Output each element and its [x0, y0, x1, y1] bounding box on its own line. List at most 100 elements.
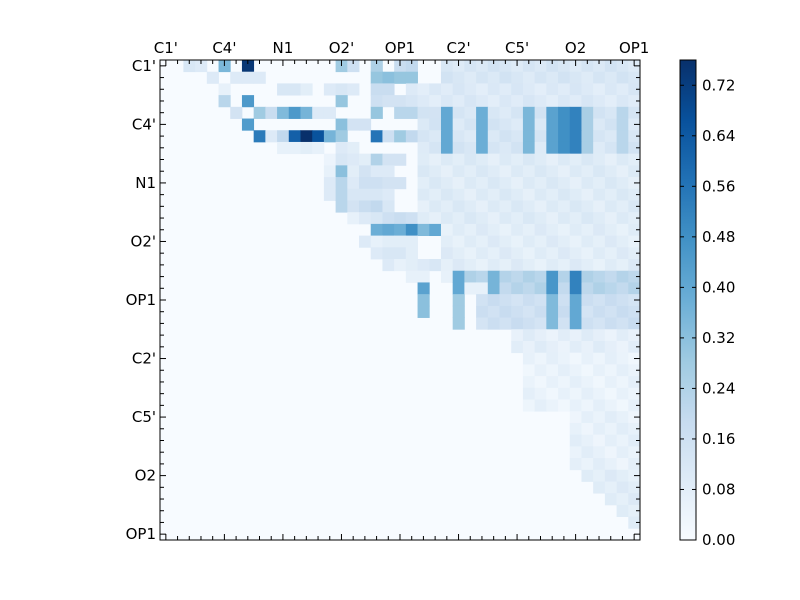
heatmap-cell [593, 235, 606, 248]
heatmap-cell [405, 106, 418, 119]
heatmap-cell [487, 317, 500, 330]
heatmap-cell [628, 282, 641, 295]
heatmap-cell [487, 235, 500, 248]
heatmap-cell [616, 411, 629, 424]
heatmap-cell [464, 83, 477, 96]
heatmap-cell [382, 188, 395, 201]
heatmap-cell [534, 305, 547, 318]
heatmap-cell [511, 95, 524, 108]
heatmap-cell [558, 294, 571, 307]
heatmap-cell [464, 247, 477, 260]
heatmap-cell [569, 458, 582, 471]
heatmap-cell [616, 200, 629, 213]
heatmap-cell [464, 130, 477, 143]
heatmap-cell [558, 376, 571, 389]
heatmap-cell [335, 118, 348, 131]
heatmap-cell [581, 141, 594, 155]
heatmap-cell [370, 153, 383, 166]
heatmap-cell [452, 106, 465, 119]
heatmap-cell [546, 223, 559, 237]
heatmap-cell [206, 71, 219, 84]
heatmap-cell [616, 469, 629, 482]
heatmap-cell [522, 212, 536, 225]
heatmap-cell [628, 165, 641, 178]
heatmap-cell [616, 294, 629, 307]
heatmap-cell [417, 153, 430, 166]
heatmap-cell [394, 259, 407, 272]
heatmap-cell [581, 422, 594, 436]
heatmap-cell [534, 282, 547, 295]
heatmap-cell [593, 317, 606, 330]
heatmap-cell [604, 399, 617, 412]
heatmap-cell [417, 106, 430, 119]
x-tick-label: O2 [565, 39, 586, 57]
heatmap-cell [382, 153, 395, 166]
heatmap-cell [405, 223, 418, 237]
heatmap-cell [464, 200, 477, 213]
heatmap-cell [218, 60, 231, 73]
heatmap-cell [558, 329, 571, 342]
heatmap-cell [628, 153, 641, 166]
heatmap-cell [569, 364, 582, 377]
heatmap-cell [464, 106, 477, 119]
heatmap-cell [499, 270, 512, 283]
heatmap-cell [604, 270, 617, 283]
heatmap-cell [335, 95, 348, 108]
heatmap-cell [628, 376, 641, 389]
heatmap-cell [534, 352, 547, 365]
heatmap-cell [628, 71, 641, 84]
heatmap-cell [628, 422, 641, 436]
heatmap-cell [522, 259, 536, 272]
heatmap-cell [265, 106, 278, 119]
heatmap-cell [593, 223, 606, 237]
heatmap-cell [522, 71, 536, 84]
heatmap-cell [511, 317, 524, 330]
colorbar-tick-label: 0.00 [702, 531, 735, 549]
heatmap-cell [546, 259, 559, 272]
heatmap-cell [546, 60, 559, 73]
heatmap-cell [241, 60, 255, 73]
heatmap-cell [522, 188, 536, 201]
heatmap-cell [511, 270, 524, 283]
heatmap-cell [534, 177, 547, 190]
heatmap-cell [452, 200, 465, 213]
heatmap-cell [569, 411, 582, 424]
heatmap-cell [593, 446, 606, 459]
heatmap-cell [628, 481, 641, 494]
heatmap-cell [382, 223, 395, 237]
heatmap-cell [522, 223, 536, 237]
heatmap-cell [511, 71, 524, 84]
heatmap-cell [546, 83, 559, 96]
heatmap-cell [558, 247, 571, 260]
heatmap-cell [546, 364, 559, 377]
heatmap-cell [558, 364, 571, 377]
heatmap-cell [616, 504, 629, 517]
heatmap-cell [593, 247, 606, 260]
heatmap-cell [581, 376, 594, 389]
heatmap-cell [581, 352, 594, 365]
heatmap-cell [558, 235, 571, 248]
x-tick-label: C1' [154, 39, 178, 57]
heatmap-cell [522, 376, 536, 389]
heatmap-cell [511, 282, 524, 295]
heatmap-cell [616, 446, 629, 459]
heatmap-cell [487, 83, 500, 96]
heatmap-cell [546, 235, 559, 248]
heatmap-cell [628, 458, 641, 471]
heatmap-cell [534, 376, 547, 389]
heatmap-cell [581, 446, 594, 459]
heatmap-cell [394, 130, 407, 143]
heatmap-cell [429, 153, 442, 166]
heatmap-cell [394, 235, 407, 248]
heatmap-cell [581, 165, 594, 178]
heatmap-cell [277, 141, 290, 155]
heatmap-cell [546, 188, 559, 201]
heatmap-cell [569, 434, 582, 447]
heatmap-cell [382, 235, 395, 248]
heatmap-cells [160, 60, 641, 540]
heatmap-cell [440, 141, 454, 155]
heatmap-cell [440, 60, 454, 73]
heatmap-cell [476, 200, 489, 213]
heatmap-cell [440, 130, 454, 143]
heatmap-cell [534, 270, 547, 283]
